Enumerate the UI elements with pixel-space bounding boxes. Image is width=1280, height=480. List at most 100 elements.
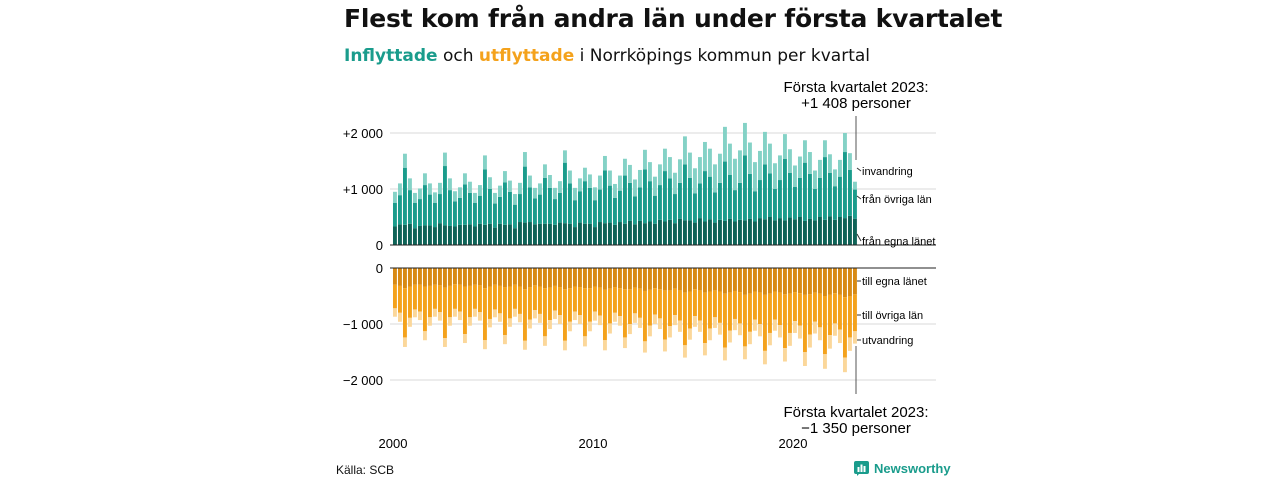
inflyttade-bar-1 xyxy=(558,222,562,245)
utflyttade-bar-1 xyxy=(423,268,427,287)
inflyttade-bar-1 xyxy=(648,221,652,245)
inflyttade-bar-3 xyxy=(658,164,662,186)
utflyttade-bar-2 xyxy=(848,296,852,338)
utflyttade-bar-2 xyxy=(408,286,412,318)
inflyttade-bar-2 xyxy=(808,173,812,219)
inflyttade-bar-3 xyxy=(748,142,752,174)
utflyttade-bar-3 xyxy=(743,346,747,360)
inflyttade-bar-3 xyxy=(718,153,722,183)
bottom-series-label: till egna länet xyxy=(862,276,927,288)
inflyttade-bar-1 xyxy=(843,218,847,245)
inflyttade-bar-2 xyxy=(493,203,497,228)
top-label-leader xyxy=(856,195,862,200)
utflyttade-bar-2 xyxy=(578,287,582,316)
inflyttade-bar-3 xyxy=(533,187,537,199)
inflyttade-bar-3 xyxy=(638,169,642,188)
inflyttade-bar-1 xyxy=(398,224,402,245)
utflyttade-bar-1 xyxy=(578,268,582,288)
inflyttade-bar-1 xyxy=(543,223,547,245)
utflyttade-bar-1 xyxy=(588,268,592,289)
inflyttade-bar-3 xyxy=(598,175,602,190)
inflyttade-bar-3 xyxy=(828,154,832,173)
utflyttade-bar-1 xyxy=(618,268,622,289)
inflyttade-bar-1 xyxy=(628,220,632,245)
inflyttade-bar-3 xyxy=(458,187,462,198)
utflyttade-bar-1 xyxy=(528,268,532,288)
utflyttade-bar-3 xyxy=(853,331,857,344)
utflyttade-bar-3 xyxy=(413,309,417,318)
inflyttade-bar-2 xyxy=(638,187,642,221)
utflyttade-bar-1 xyxy=(593,268,597,287)
utflyttade-bar-2 xyxy=(528,287,532,320)
inflyttade-bar-1 xyxy=(693,222,697,245)
inflyttade-bar-2 xyxy=(633,196,637,225)
inflyttade-bar-3 xyxy=(418,188,422,200)
inflyttade-bar-2 xyxy=(728,175,732,219)
utflyttade-bar-2 xyxy=(808,294,812,335)
utflyttade-bar-2 xyxy=(583,288,587,337)
x-tick-label: 2000 xyxy=(379,436,408,451)
utflyttade-bar-1 xyxy=(558,268,562,288)
utflyttade-bar-1 xyxy=(853,268,857,295)
inflyttade-bar-1 xyxy=(493,227,497,245)
newsworthy-logo[interactable]: Newsworthy xyxy=(854,461,951,476)
utflyttade-bar-3 xyxy=(518,313,522,323)
inflyttade-bar-2 xyxy=(628,182,632,221)
utflyttade-bar-1 xyxy=(668,268,672,291)
inflyttade-bar-3 xyxy=(773,163,777,189)
inflyttade-bar-3 xyxy=(578,178,582,192)
inflyttade-bar-3 xyxy=(408,178,412,191)
utflyttade-bar-3 xyxy=(573,311,577,321)
inflyttade-bar-3 xyxy=(498,185,502,197)
inflyttade-bar-3 xyxy=(793,165,797,187)
utflyttade-bar-2 xyxy=(753,291,757,320)
utflyttade-bar-3 xyxy=(598,315,602,326)
inflyttade-bar-3 xyxy=(568,170,572,184)
utflyttade-bar-2 xyxy=(588,288,592,322)
utflyttade-bar-3 xyxy=(453,308,457,317)
utflyttade-bar-1 xyxy=(403,268,407,289)
inflyttade-bar-2 xyxy=(673,194,677,224)
utflyttade-bar-2 xyxy=(683,292,687,346)
inflyttade-bar-3 xyxy=(833,169,837,187)
inflyttade-bar-1 xyxy=(428,225,432,245)
utflyttade-bar-3 xyxy=(633,313,637,323)
inflyttade-bar-2 xyxy=(588,187,592,224)
inflyttade-bar-1 xyxy=(418,225,422,245)
utflyttade-bar-2 xyxy=(433,284,437,309)
inflyttade-bar-3 xyxy=(678,159,682,183)
inflyttade-bar-3 xyxy=(743,122,747,156)
utflyttade-bar-1 xyxy=(673,268,677,289)
inflyttade-bar-1 xyxy=(553,224,557,245)
inflyttade-bar-3 xyxy=(493,192,497,204)
utflyttade-bar-1 xyxy=(708,268,712,292)
utflyttade-bar-1 xyxy=(498,268,502,286)
utflyttade-bar-1 xyxy=(753,268,757,292)
inflyttade-bar-1 xyxy=(763,219,767,245)
utflyttade-bar-3 xyxy=(768,332,772,346)
inflyttade-bar-1 xyxy=(508,224,512,245)
inflyttade-bar-2 xyxy=(698,183,702,219)
inflyttade-bar-2 xyxy=(768,173,772,217)
utflyttade-bar-2 xyxy=(838,294,842,330)
inflyttade-bar-2 xyxy=(598,189,602,223)
bottom-y-tick-label: 0 xyxy=(376,261,383,276)
utflyttade-bar-3 xyxy=(648,325,652,337)
utflyttade-bar-1 xyxy=(413,268,417,285)
inflyttade-bar-2 xyxy=(758,180,762,219)
inflyttade-bar-1 xyxy=(808,218,812,245)
inflyttade-bar-2 xyxy=(688,177,692,221)
utflyttade-bar-3 xyxy=(798,325,802,339)
inflyttade-bar-1 xyxy=(668,219,672,245)
utflyttade-bar-3 xyxy=(548,320,552,330)
utflyttade-bar-3 xyxy=(393,308,397,317)
utflyttade-bar-3 xyxy=(583,336,587,347)
utflyttade-bar-2 xyxy=(448,285,452,318)
utflyttade-bar-2 xyxy=(658,289,662,319)
utflyttade-bar-2 xyxy=(733,290,737,319)
utflyttade-bar-2 xyxy=(443,287,447,338)
utflyttade-bar-3 xyxy=(838,329,842,344)
inflyttade-bar-2 xyxy=(438,194,442,224)
utflyttade-bar-2 xyxy=(763,294,767,351)
inflyttade-bar-2 xyxy=(818,177,822,217)
